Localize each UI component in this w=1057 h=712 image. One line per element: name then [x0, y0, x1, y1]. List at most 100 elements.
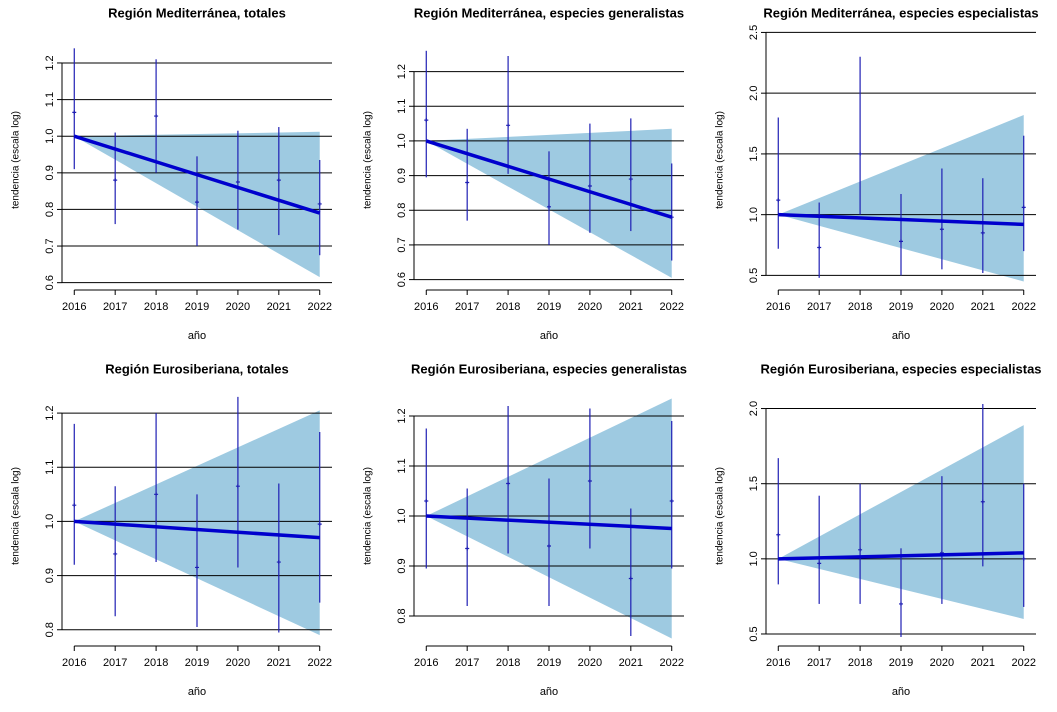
point-estimate: [628, 576, 633, 581]
x-tick-label: 2019: [889, 657, 913, 669]
x-tick-label: 2022: [1011, 301, 1035, 313]
point-estimate: [899, 601, 903, 606]
point-estimate: [817, 561, 822, 566]
y-axis-label: tendencia (escala log): [11, 111, 22, 209]
x-tick-label: 2022: [1011, 657, 1035, 669]
y-tick-label: 1.2: [396, 64, 408, 79]
point-estimate: [980, 230, 985, 235]
panel: Región Eurosiberiana, totales año tendenci…: [11, 361, 332, 698]
y-axis-label: tendencia (escala log): [363, 467, 374, 565]
y-tick-label: 1.5: [748, 476, 760, 491]
point-estimate: [817, 245, 822, 250]
point-estimate: [669, 499, 674, 503]
y-tick-label: 1.0: [44, 514, 56, 529]
x-tick-label: 2018: [144, 657, 168, 669]
x-tick-label: 2017: [807, 657, 831, 669]
x-tick-label: 2019: [537, 657, 561, 669]
x-tick-label: 2021: [267, 657, 291, 669]
y-tick-label: 2.0: [748, 401, 760, 416]
point-estimate: [506, 123, 511, 128]
y-tick-label: 2.0: [748, 86, 760, 101]
y-tick-label: 0.6: [44, 275, 56, 290]
x-tick-label: 2022: [659, 301, 683, 313]
point-estimate: [858, 547, 863, 552]
point-estimate: [113, 551, 118, 556]
y-tick-label: 1.1: [44, 460, 56, 475]
point-estimate: [628, 177, 633, 182]
x-tick-label: 2020: [930, 301, 954, 313]
point-estimate: [939, 227, 944, 232]
chart-title: Región Mediterránea, especies generalist…: [414, 5, 684, 20]
y-tick-label: 1.5: [748, 146, 760, 161]
point-estimate: [506, 481, 511, 486]
y-axis-label: tendencia (escala log): [11, 467, 22, 565]
point-estimate: [72, 110, 77, 115]
chart-title: Región Eurosiberiana, especies especiali…: [760, 361, 1041, 376]
y-tick-label: 0.8: [396, 608, 408, 623]
x-tick-label: 2017: [807, 301, 831, 313]
x-tick-label: 2020: [930, 657, 954, 669]
y-axis-label: tendencia (escala log): [363, 111, 374, 209]
point-estimate: [235, 484, 240, 489]
y-tick-label: 0.9: [44, 568, 56, 583]
x-axis-label: año: [892, 686, 910, 698]
y-tick-label: 0.8: [396, 203, 408, 218]
point-estimate: [154, 492, 159, 497]
x-tick-label: 2016: [62, 301, 86, 313]
y-tick-label: 1.0: [396, 133, 408, 148]
y-axis-label: tendencia (escala log): [715, 467, 726, 565]
point-estimate: [113, 178, 118, 183]
y-tick-label: 1.0: [748, 551, 760, 566]
point-estimate: [276, 560, 281, 565]
x-tick-label: 2020: [578, 301, 602, 313]
x-axis-label: año: [540, 686, 558, 698]
x-tick-label: 2021: [267, 301, 291, 313]
x-tick-label: 2018: [496, 657, 520, 669]
point-estimate: [547, 204, 551, 209]
x-tick-label: 2018: [848, 301, 872, 313]
point-estimate: [465, 180, 470, 185]
panel: Región Mediterránea, especies especialis…: [715, 5, 1039, 341]
x-tick-label: 2016: [766, 301, 790, 313]
point-estimate: [776, 198, 781, 203]
x-tick-label: 2017: [455, 657, 479, 669]
y-tick-label: 1.2: [44, 55, 56, 70]
y-tick-label: 0.7: [44, 238, 56, 253]
x-tick-label: 2017: [455, 301, 479, 313]
x-tick-label: 2018: [848, 657, 872, 669]
trend-line: [426, 514, 672, 531]
x-tick-label: 2016: [414, 657, 438, 669]
y-tick-label: 0.5: [748, 626, 760, 641]
point-estimate: [72, 503, 77, 508]
panel: Región Mediterránea, especies generalist…: [363, 5, 684, 341]
trend-line: [778, 551, 1024, 561]
x-tick-label: 2019: [889, 301, 913, 313]
y-axis-label: tendencia (escala log): [715, 111, 726, 209]
point-estimate: [858, 151, 863, 156]
trend-line: [74, 519, 320, 540]
x-tick-label: 2020: [578, 657, 602, 669]
x-tick-label: 2021: [619, 301, 643, 313]
x-tick-label: 2022: [307, 301, 331, 313]
point-estimate: [587, 184, 592, 188]
x-tick-label: 2017: [103, 657, 127, 669]
point-estimate: [776, 532, 781, 537]
y-tick-label: 0.9: [396, 558, 408, 573]
chart-title: Región Eurosiberiana, totales: [105, 361, 289, 376]
point-estimate: [980, 499, 985, 504]
x-tick-label: 2016: [766, 657, 790, 669]
panel: Región Eurosiberiana, especies generalis…: [363, 361, 687, 697]
x-tick-label: 2022: [307, 657, 331, 669]
x-axis-label: año: [188, 686, 206, 698]
x-tick-label: 2016: [414, 301, 438, 313]
x-tick-label: 2022: [659, 657, 683, 669]
y-tick-label: 2.5: [748, 25, 760, 40]
y-tick-label: 1.1: [396, 99, 408, 114]
trend-line: [73, 134, 321, 215]
point-estimate: [899, 239, 903, 244]
y-tick-label: 1.0: [748, 207, 760, 222]
x-tick-label: 2017: [103, 301, 127, 313]
chart-title: Región Mediterránea, especies especialis…: [763, 5, 1038, 20]
y-tick-label: 1.0: [44, 129, 56, 144]
